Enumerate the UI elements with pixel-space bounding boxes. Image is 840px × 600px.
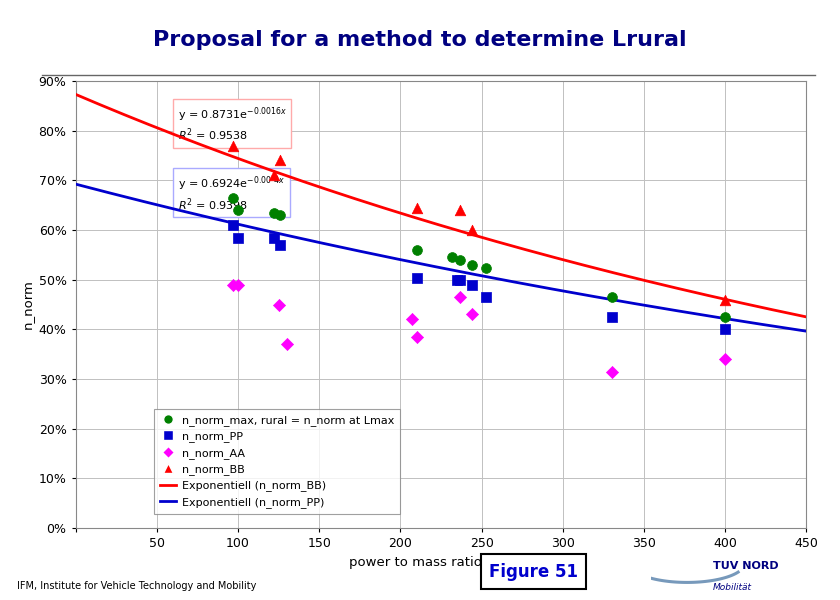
Point <box>718 355 732 364</box>
Point <box>454 292 467 302</box>
Point <box>231 205 244 215</box>
Point <box>454 255 467 265</box>
Point <box>274 210 287 220</box>
Point <box>410 332 423 341</box>
Point <box>454 275 467 284</box>
Point <box>605 292 618 302</box>
Point <box>274 155 287 165</box>
Point <box>480 263 493 273</box>
Point <box>272 299 286 310</box>
Point <box>227 141 240 151</box>
Point <box>280 340 293 349</box>
Point <box>605 367 618 376</box>
Point <box>465 280 479 289</box>
Y-axis label: n_norm: n_norm <box>21 280 34 329</box>
Point <box>410 245 423 254</box>
Text: Mobilität: Mobilität <box>713 583 753 592</box>
Point <box>410 274 423 283</box>
Point <box>465 260 479 269</box>
Point <box>267 233 281 243</box>
Point <box>267 170 281 180</box>
Point <box>227 280 240 289</box>
Point <box>605 312 618 322</box>
Point <box>446 253 459 262</box>
Point <box>450 275 464 284</box>
Text: IFM, Institute for Vehicle Technology and Mobility: IFM, Institute for Vehicle Technology an… <box>17 581 256 591</box>
X-axis label: power to mass ratio in kW/t: power to mass ratio in kW/t <box>349 556 533 569</box>
Text: TUV NORD: TUV NORD <box>713 560 779 571</box>
Text: y = 0.8731e$^{-0.0016x}$
$R^2$ = 0.9538: y = 0.8731e$^{-0.0016x}$ $R^2$ = 0.9538 <box>178 106 287 143</box>
Point <box>274 240 287 250</box>
Point <box>227 193 240 203</box>
Text: Proposal for a method to determine Lrural: Proposal for a method to determine Lrura… <box>153 30 687 50</box>
Point <box>405 314 418 324</box>
Text: Figure 51: Figure 51 <box>489 563 578 581</box>
Point <box>231 233 244 243</box>
Point <box>231 280 244 289</box>
Point <box>267 208 281 217</box>
Point <box>454 205 467 215</box>
Point <box>410 203 423 212</box>
Point <box>465 225 479 235</box>
Point <box>718 325 732 334</box>
Point <box>465 310 479 319</box>
Point <box>718 295 732 304</box>
Point <box>227 220 240 230</box>
Point <box>718 312 732 322</box>
Point <box>480 292 493 302</box>
Legend: n_norm_max, rural = n_norm at Lmax, n_norm_PP, n_norm_AA, n_norm_BB, Exponentiel: n_norm_max, rural = n_norm at Lmax, n_no… <box>155 409 400 514</box>
Text: y = 0.6924e$^{-0.00¹4x}$
$R^2$ = 0.9398: y = 0.6924e$^{-0.00¹4x}$ $R^2$ = 0.9398 <box>178 175 285 213</box>
